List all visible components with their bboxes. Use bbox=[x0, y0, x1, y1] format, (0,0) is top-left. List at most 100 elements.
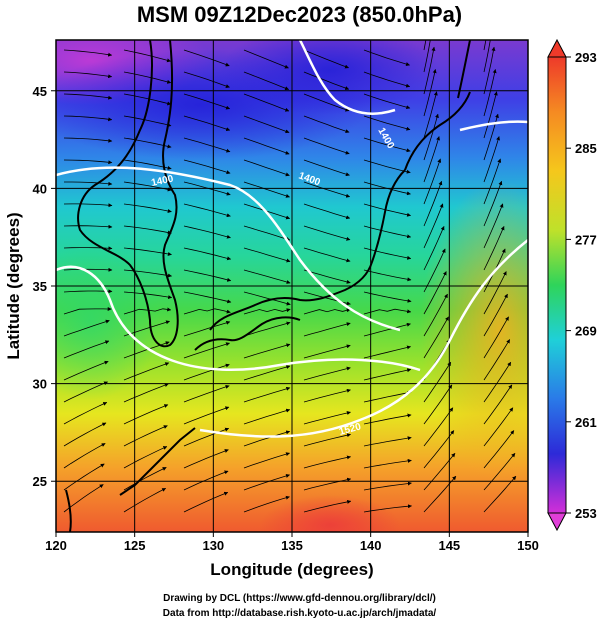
coast-japan-south bbox=[194, 316, 301, 351]
streamline bbox=[243, 49, 289, 69]
colorbar-tick-label: 253 bbox=[575, 506, 597, 521]
y-axis: 25 30 35 40 45 bbox=[33, 84, 56, 489]
map-title: MSM 09Z12Dec2023 (850.0hPa) bbox=[136, 2, 463, 27]
streamline bbox=[423, 69, 437, 117]
streamline bbox=[423, 293, 448, 337]
streamline bbox=[123, 291, 173, 300]
streamline bbox=[483, 203, 504, 249]
streamline bbox=[63, 93, 113, 100]
streamline bbox=[243, 365, 291, 381]
streamline bbox=[423, 430, 455, 469]
streamline bbox=[423, 46, 436, 95]
streamline bbox=[183, 427, 230, 447]
streamline bbox=[123, 181, 172, 192]
streamline bbox=[303, 269, 351, 284]
streamline bbox=[123, 404, 169, 425]
streamline bbox=[303, 93, 350, 112]
streamline bbox=[243, 321, 291, 337]
x-tick-label: 130 bbox=[202, 538, 224, 553]
streamline bbox=[123, 320, 170, 337]
streamline bbox=[243, 452, 290, 469]
streamline bbox=[243, 308, 291, 315]
colorbar-tick-label: 277 bbox=[575, 232, 597, 247]
streamline bbox=[183, 203, 231, 218]
streamline bbox=[423, 271, 447, 315]
coastline bbox=[65, 40, 471, 532]
streamline bbox=[423, 40, 431, 73]
streamline bbox=[123, 446, 168, 469]
streamline bbox=[303, 433, 351, 447]
streamline bbox=[63, 307, 112, 315]
streamline bbox=[483, 226, 505, 271]
x-axis-label: Longitude (degrees) bbox=[210, 560, 373, 579]
colorbar-tick-label: 269 bbox=[575, 324, 597, 339]
streamline bbox=[423, 384, 453, 425]
coast-hokkaido bbox=[404, 91, 471, 171]
streamline bbox=[483, 180, 503, 227]
streamline bbox=[363, 93, 411, 110]
streamline bbox=[123, 341, 170, 359]
streamline bbox=[483, 91, 498, 139]
streamline bbox=[183, 247, 232, 261]
streamline bbox=[63, 443, 106, 469]
streamline bbox=[243, 247, 291, 263]
coast-sakhalin bbox=[457, 40, 471, 99]
streamline bbox=[183, 385, 230, 403]
colorbar-bar bbox=[547, 56, 567, 514]
streamline bbox=[63, 289, 113, 294]
streamline bbox=[363, 291, 412, 303]
streamline bbox=[243, 93, 290, 112]
streamline bbox=[303, 388, 351, 403]
x-tick-label: 135 bbox=[281, 538, 303, 553]
x-tick-label: 125 bbox=[124, 538, 146, 553]
streamline bbox=[243, 386, 291, 403]
streamline bbox=[483, 316, 509, 359]
streamline bbox=[243, 137, 290, 155]
streamline bbox=[363, 368, 412, 381]
streamline bbox=[303, 49, 349, 69]
streamline bbox=[183, 93, 231, 110]
streamline bbox=[183, 491, 229, 513]
coast-taiwan bbox=[65, 489, 72, 532]
streamline bbox=[303, 71, 350, 90]
streamline bbox=[423, 407, 454, 447]
streamline bbox=[483, 113, 499, 161]
streamline bbox=[123, 203, 172, 213]
streamline bbox=[243, 408, 291, 425]
streamline bbox=[243, 115, 290, 134]
streamline bbox=[183, 225, 231, 239]
streamline bbox=[123, 71, 172, 84]
streamline bbox=[363, 115, 411, 131]
colorbar-ticks: 293 285 277 269 261 253 bbox=[566, 50, 597, 521]
streamline bbox=[243, 430, 291, 447]
coast-ryukyu bbox=[119, 427, 196, 496]
streamline bbox=[423, 361, 452, 403]
streamline bbox=[363, 247, 412, 260]
streamline bbox=[363, 308, 412, 315]
streamline bbox=[243, 291, 291, 306]
streamline bbox=[363, 159, 411, 174]
y-tick-label: 45 bbox=[33, 84, 47, 99]
streamline bbox=[303, 344, 351, 359]
streamline bbox=[303, 203, 351, 220]
streamline bbox=[63, 319, 110, 337]
x-tick-label: 150 bbox=[517, 538, 539, 553]
streamline bbox=[483, 430, 515, 469]
streamline bbox=[423, 248, 446, 293]
height-contours bbox=[56, 40, 528, 438]
streamline bbox=[363, 225, 412, 239]
streamline bbox=[303, 366, 351, 381]
y-axis-label: Latitude (degrees) bbox=[4, 212, 23, 359]
streamline bbox=[243, 495, 290, 513]
streamline bbox=[483, 40, 487, 51]
x-tick-label: 140 bbox=[360, 538, 382, 553]
streamline bbox=[483, 271, 507, 315]
streamline bbox=[63, 224, 113, 229]
streamline bbox=[123, 49, 171, 63]
streamline bbox=[63, 115, 113, 122]
coast-korea-china bbox=[77, 40, 179, 348]
streamline bbox=[123, 225, 172, 235]
streamline bbox=[123, 115, 172, 127]
streamline bbox=[123, 467, 167, 491]
